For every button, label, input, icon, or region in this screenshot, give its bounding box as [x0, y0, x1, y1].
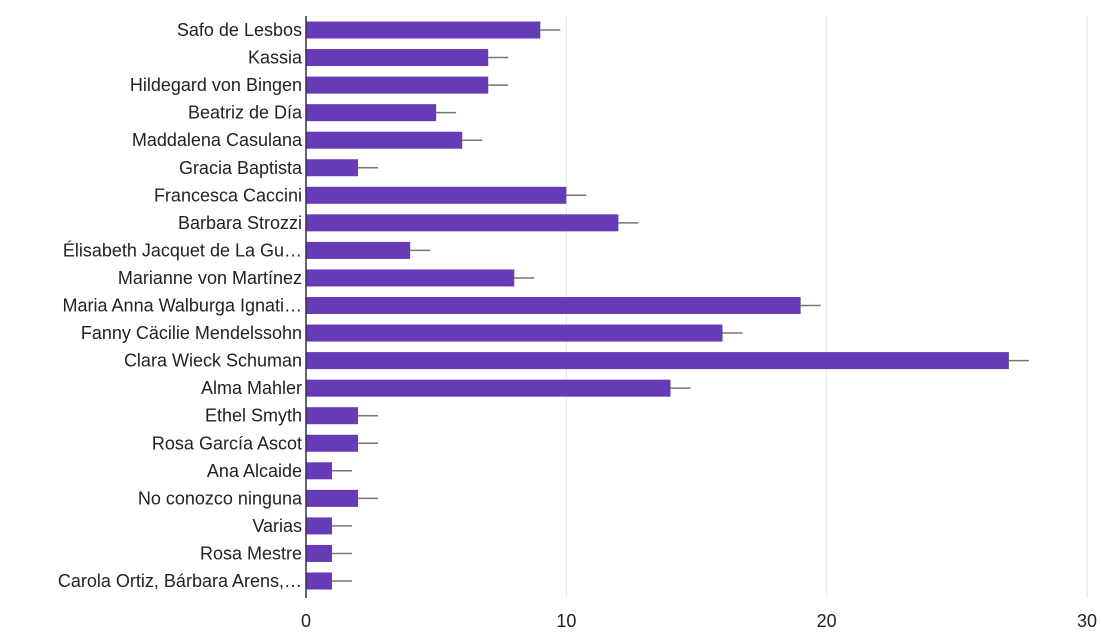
- category-label: Beatriz de Día: [188, 103, 303, 123]
- category-label: Carola Ortiz, Bárbara Arens,…: [58, 571, 302, 591]
- bar: [306, 379, 671, 397]
- error-bars: [332, 29, 1029, 582]
- bars: [306, 21, 1009, 590]
- category-label: Marianne von Martínez: [118, 268, 302, 288]
- category-label: No conozco ninguna: [138, 488, 303, 508]
- category-label: Safo de Lesbos: [177, 20, 302, 40]
- x-tick-label: 10: [556, 611, 576, 631]
- category-label: Maria Anna Walburga Ignati…: [63, 296, 302, 316]
- bar: [306, 131, 463, 149]
- bar: [306, 269, 515, 287]
- bar: [306, 462, 333, 480]
- category-labels: Safo de Lesbos Kassia Hildegard von Bingen…: [58, 20, 303, 591]
- category-label: Kassia: [248, 48, 303, 68]
- bar: [306, 572, 333, 590]
- category-label: Fanny Cäcilie Mendelssohn: [81, 323, 302, 343]
- bar: [306, 214, 619, 232]
- bar: [306, 324, 723, 342]
- bar: [306, 21, 541, 39]
- bar: [306, 76, 489, 94]
- category-label: Ana Alcaide: [207, 461, 302, 481]
- bar: [306, 297, 801, 314]
- category-label: Alma Mahler: [201, 378, 302, 398]
- x-tick-label: 0: [301, 611, 311, 631]
- category-label: Ethel Smyth: [205, 406, 302, 426]
- bar: [306, 159, 359, 177]
- x-tick-labels: 0 10 20 30: [301, 611, 1097, 631]
- category-label: Maddalena Casulana: [132, 130, 303, 150]
- category-label: Varias: [252, 516, 302, 536]
- bar: [306, 186, 567, 204]
- bar: [306, 241, 411, 259]
- bar: [306, 352, 1009, 370]
- category-label: Francesca Caccini: [154, 185, 302, 205]
- bar: [306, 489, 359, 507]
- bar: [306, 407, 359, 425]
- bar: [306, 104, 437, 122]
- category-label: Rosa Mestre: [200, 543, 302, 563]
- bar: [306, 49, 489, 67]
- bar: [306, 544, 333, 562]
- x-tick-label: 30: [1077, 611, 1097, 631]
- category-label: Barbara Strozzi: [178, 213, 302, 233]
- category-label: Clara Wieck Schuman: [124, 351, 302, 371]
- category-label: Gracia Baptista: [179, 158, 303, 178]
- bar: [306, 434, 359, 452]
- bar: [306, 517, 333, 535]
- category-label: Élisabeth Jacquet de La Gu…: [63, 240, 302, 260]
- category-label: Rosa García Ascot: [152, 433, 302, 453]
- category-label: Hildegard von Bingen: [130, 75, 302, 95]
- x-tick-label: 20: [817, 611, 837, 631]
